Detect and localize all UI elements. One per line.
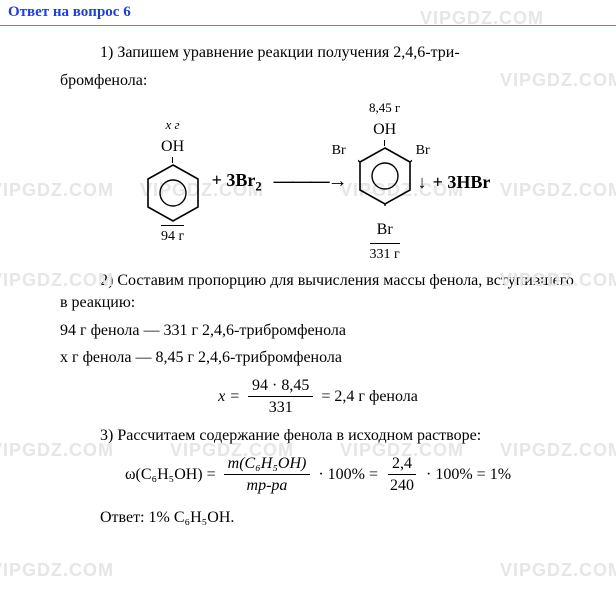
plus-1: + 3Br2 — [212, 168, 262, 196]
product-tribromophenol: 8,45 г OH Br Br Br 331 г — [358, 99, 412, 264]
product-oh: OH — [373, 119, 396, 141]
reaction-arrow-icon: ———→ — [274, 168, 346, 195]
precipitate-arrow-icon: ↓ — [418, 170, 427, 194]
watermark: VIPGDZ.COM — [500, 560, 616, 581]
final-answer: Ответ: 1% C₆H₅OH. — [60, 507, 576, 529]
page-header: Ответ на вопрос 6 — [0, 0, 616, 26]
br-left: Br — [332, 142, 346, 161]
content-area: 1) Запишем уравнение реакции получения 2… — [0, 26, 616, 544]
proportion-line1: 94 г фенола — 331 г 2,4,6-трибромфенола — [60, 320, 576, 342]
plus-2: + 3HBr — [433, 170, 491, 194]
product-molar-mass: 331 г — [370, 243, 400, 265]
benzene-ring-icon — [358, 146, 412, 206]
br-bottom: Br — [377, 219, 393, 241]
step3-text: 3) Рассчитаем содержание фенола в исходн… — [60, 425, 576, 447]
step2-equation: x = 94 · 8,45 331 = 2,4 г фенола — [60, 375, 576, 419]
watermark: VIPGDZ.COM — [0, 560, 114, 581]
reactant-phenol: x г OH 94 г — [146, 116, 200, 247]
benzene-ring-icon — [146, 163, 200, 223]
step2-text: 2) Составим пропорцию для вычисления мас… — [60, 270, 576, 313]
product-mass-label: 8,45 г — [369, 99, 400, 117]
step1-text-line2: бромфенола: — [60, 70, 576, 92]
br-right: Br — [416, 142, 430, 161]
reactant-mass-label: x г — [166, 116, 180, 134]
reactant-oh: OH — [161, 136, 184, 158]
proportion-line2: х г фенола — 8,45 г 2,4,6-трибромфенола — [60, 347, 576, 369]
reactant-molar-mass: 94 г — [161, 225, 184, 247]
step1-text-line1: 1) Запишем уравнение реакции получения 2… — [60, 42, 576, 64]
reaction-equation: x г OH 94 г + 3Br2 ———→ 8,45 г OH — [60, 99, 576, 264]
step3-equation: ω(C₆H₅OH) = m(C₆H₅OH) mр-ра · 100% = 2,4… — [60, 453, 576, 497]
